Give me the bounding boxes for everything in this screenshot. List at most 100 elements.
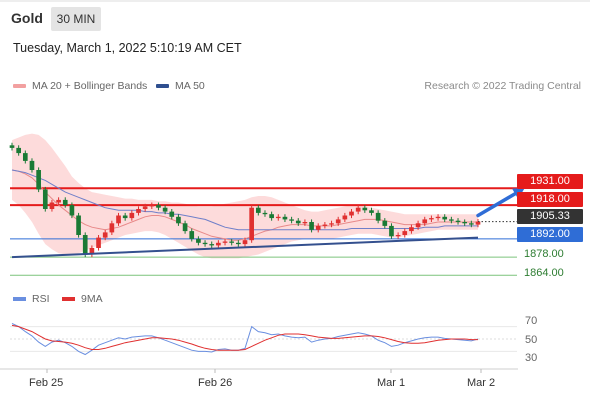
x-tick-feb25: Feb 25 xyxy=(29,377,64,389)
candle-body-3 xyxy=(29,160,35,170)
candle-body-53 xyxy=(362,207,368,211)
candle-body-35 xyxy=(242,240,248,245)
candle-body-33 xyxy=(229,241,235,243)
candle-body-14 xyxy=(102,232,108,238)
candle-body-39 xyxy=(269,214,274,219)
chart-header: Gold 30 MIN xyxy=(0,0,590,36)
candle-body-18 xyxy=(129,212,135,219)
candle-body-15 xyxy=(109,223,115,233)
candle-body-10 xyxy=(76,215,81,235)
candle-body-42 xyxy=(289,219,294,221)
candle-body-43 xyxy=(295,220,301,224)
candle-body-19 xyxy=(136,209,141,213)
candle-body-64 xyxy=(435,216,441,219)
candle-body-61 xyxy=(415,223,421,228)
candle-body-32 xyxy=(222,241,228,243)
legend-rsi-ma-label: 9MA xyxy=(81,293,103,305)
candle-body-45 xyxy=(309,222,314,230)
candle-body-8 xyxy=(62,199,68,206)
rsi-line xyxy=(11,323,479,356)
candle-body-31 xyxy=(216,242,221,246)
legend-bollinger-label: MA 20 + Bollinger Bands xyxy=(32,80,148,92)
x-tick-feb26: Feb 26 xyxy=(198,377,233,389)
candle-body-12 xyxy=(89,248,95,255)
legend-ma50-label: MA 50 xyxy=(175,80,205,92)
candle-body-29 xyxy=(202,242,208,245)
timeframe-button[interactable]: 30 MIN xyxy=(51,7,101,31)
candle-body-6 xyxy=(49,202,55,209)
candle-body-66 xyxy=(449,219,454,221)
copyright-text: Research © 2022 Trading Central xyxy=(424,80,581,92)
candle-body-63 xyxy=(429,218,434,220)
candle-body-23 xyxy=(162,207,168,212)
candle-body-52 xyxy=(355,207,361,212)
rsi-tick-70: 70 xyxy=(525,315,538,327)
candle-body-2 xyxy=(22,153,28,161)
candle-body-7 xyxy=(56,199,61,203)
candle-body-4 xyxy=(36,170,41,190)
candle-body-60 xyxy=(409,227,414,232)
candle-body-27 xyxy=(189,231,195,239)
level-tag-1892: 1892.00 xyxy=(517,227,583,242)
ma50-swatch xyxy=(156,84,169,89)
legend-rsi-label: RSI xyxy=(32,293,50,305)
candle-body-49 xyxy=(335,219,341,224)
level-label-1864: 1864.00 xyxy=(524,267,564,279)
candle-body-56 xyxy=(382,220,388,226)
candle-body-9 xyxy=(69,205,75,216)
candle-body-68 xyxy=(462,222,468,224)
candle-body-58 xyxy=(395,235,401,237)
candle-body-51 xyxy=(349,211,354,216)
candle-body-38 xyxy=(262,212,268,215)
bollinger-swatch xyxy=(13,84,26,89)
candle-body-48 xyxy=(329,223,334,225)
candle-body-37 xyxy=(255,207,261,213)
support-trendline xyxy=(11,236,479,259)
x-tick-mar2: Mar 2 xyxy=(467,377,496,389)
candle-body-67 xyxy=(455,220,461,222)
current-price-tag: 1905.33 xyxy=(517,209,583,224)
candle-body-36 xyxy=(249,207,254,241)
candle-body-24 xyxy=(169,211,175,217)
candle-body-16 xyxy=(116,215,121,224)
candle-body-5 xyxy=(42,189,48,209)
candle-body-34 xyxy=(236,242,241,245)
candle-body-65 xyxy=(442,216,448,220)
candle-body-21 xyxy=(149,205,155,207)
candle-body-62 xyxy=(422,219,428,224)
legend-ma50: MA 50 xyxy=(156,80,205,92)
level-tag-1918: 1918.00 xyxy=(517,192,583,207)
candle-body-13 xyxy=(96,237,101,248)
rsi-tick-50: 50 xyxy=(525,334,538,346)
rsi-ma-line xyxy=(11,324,478,351)
candle-body-70 xyxy=(475,221,481,225)
legend-rsi-ma: 9MA xyxy=(62,293,103,305)
candle-body-11 xyxy=(82,235,88,255)
candle-body-30 xyxy=(209,244,215,246)
target-arrow-shaft xyxy=(476,192,517,218)
rsi-swatch xyxy=(13,297,26,302)
candle-body-20 xyxy=(142,206,148,209)
candle-body-50 xyxy=(342,215,348,220)
candle-body-54 xyxy=(369,210,374,213)
candle-body-17 xyxy=(122,215,128,219)
ma50-line xyxy=(11,169,478,231)
candle-body-0 xyxy=(9,145,15,148)
level-label-1878: 1878.00 xyxy=(524,248,564,260)
level-tag-1931: 1931.00 xyxy=(517,174,583,189)
candle-body-28 xyxy=(196,238,201,243)
rsi-ma-swatch xyxy=(62,297,75,302)
candle-body-25 xyxy=(176,216,181,224)
symbol-title: Gold xyxy=(11,10,43,26)
candle-body-41 xyxy=(282,216,288,220)
legend-rsi: RSI xyxy=(13,293,50,305)
candle-body-22 xyxy=(156,205,161,208)
candle-body-59 xyxy=(402,231,408,235)
bollinger-band-area xyxy=(12,133,478,259)
rsi-tick-30: 30 xyxy=(525,352,538,364)
candle-body-69 xyxy=(469,223,474,225)
candle-body-57 xyxy=(389,225,394,237)
candle-body-47 xyxy=(322,224,328,226)
candle-body-1 xyxy=(16,147,21,154)
